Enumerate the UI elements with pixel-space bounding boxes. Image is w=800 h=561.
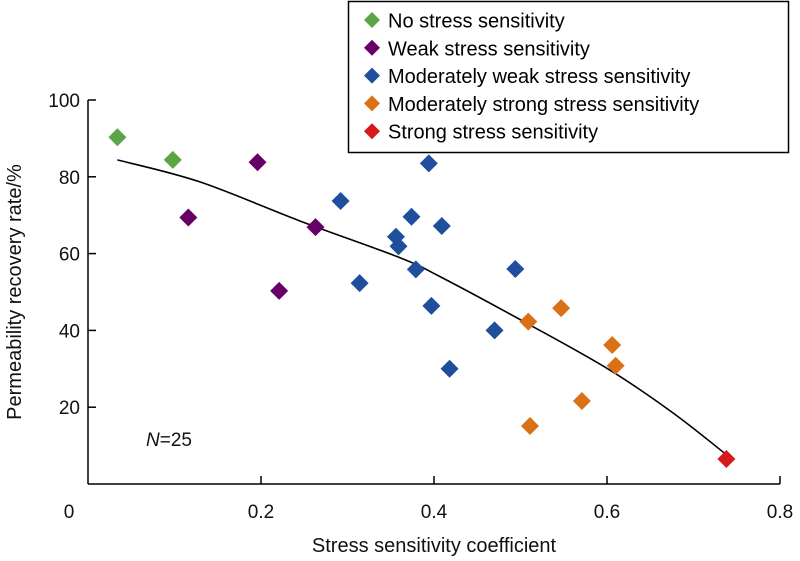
data-point-series-2 <box>406 260 425 279</box>
data-point-series-2 <box>485 321 504 340</box>
y-axis-title: Permeability recovery rate/% <box>4 164 26 420</box>
data-point-series-2 <box>422 296 441 315</box>
legend-marker-icon <box>364 123 380 140</box>
axes: 0 0.2 0.4 0.6 0.8 20 40 60 80 100 <box>48 91 793 523</box>
sample-size-symbol: N <box>146 430 160 451</box>
data-point-series-1 <box>248 153 267 172</box>
legend-label: Weak stress sensitivity <box>388 38 590 60</box>
data-point-series-3 <box>603 335 622 354</box>
data-point-series-1 <box>306 218 325 237</box>
y-tick-label: 100 <box>48 91 80 112</box>
y-tick-label: 80 <box>59 168 80 189</box>
data-point-series-3 <box>552 299 571 318</box>
data-point-series-2 <box>331 191 350 210</box>
y-tick-label: 60 <box>59 245 80 266</box>
sample-size-annotation: N=25 <box>146 430 192 451</box>
data-point-series-2 <box>432 216 451 235</box>
data-point-series-2 <box>506 259 525 278</box>
y-tick-label: 40 <box>59 321 80 342</box>
data-point-series-3 <box>606 356 625 375</box>
legend-label: Moderately strong stress sensitivity <box>388 94 699 116</box>
data-point-series-2 <box>419 154 438 173</box>
data-point-series-2 <box>389 237 408 256</box>
legend-label: Strong stress sensitivity <box>388 122 598 144</box>
data-point-series-0 <box>108 128 127 147</box>
data-point-series-1 <box>179 208 198 227</box>
x-tick-label: 0.2 <box>248 502 274 523</box>
legend-marker-icon <box>364 95 380 112</box>
sample-size-value: =25 <box>160 430 192 451</box>
x-tick-label: 0.8 <box>767 502 793 523</box>
data-point-series-2 <box>402 207 421 226</box>
legend-label: Moderately weak stress sensitivity <box>388 66 690 88</box>
x-tick-label: 0.4 <box>421 502 448 523</box>
legend-item: No stress sensitivity <box>364 11 565 33</box>
x-tick-label: 0 <box>64 502 75 523</box>
data-point-series-3 <box>519 312 538 331</box>
data-point-series-0 <box>163 150 182 169</box>
legend: No stress sensitivity Weak stress sensiti… <box>347 0 790 154</box>
data-point-series-3 <box>521 417 540 436</box>
trend-line <box>117 159 726 454</box>
x-axis-title: Stress sensitivity coefficient <box>312 535 557 557</box>
x-tick-label: 0.6 <box>594 502 620 523</box>
trend-line-group <box>117 159 726 454</box>
data-point-series-2 <box>350 274 369 293</box>
legend-item: Strong stress sensitivity <box>364 122 598 144</box>
legend-item: Moderately strong stress sensitivity <box>364 94 699 116</box>
legend-label: No stress sensitivity <box>388 11 565 33</box>
legend-marker-icon <box>364 39 380 56</box>
data-point-series-2 <box>440 359 459 378</box>
legend-item: Weak stress sensitivity <box>364 38 590 60</box>
y-tick-label: 20 <box>59 398 80 419</box>
data-point-series-3 <box>572 392 591 411</box>
legend-marker-icon <box>364 67 380 84</box>
legend-marker-icon <box>364 12 380 28</box>
legend-item: Moderately weak stress sensitivity <box>364 66 690 88</box>
legend-box <box>347 0 790 154</box>
data-point-series-1 <box>270 281 289 300</box>
data-point-series-4 <box>717 450 736 469</box>
data-points <box>108 128 736 469</box>
